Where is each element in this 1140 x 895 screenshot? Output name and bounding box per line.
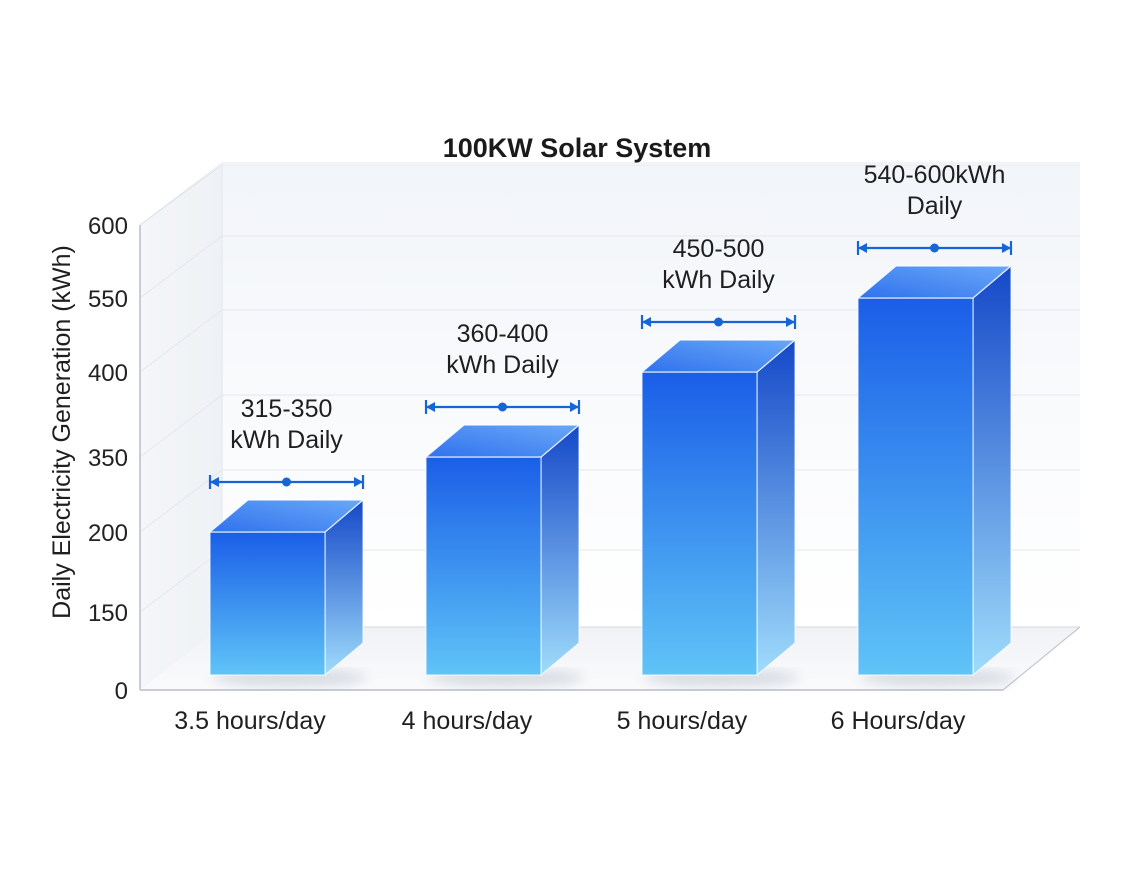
y-tick-label: 550 — [88, 286, 128, 313]
y-tick-label: 200 — [88, 520, 128, 547]
range-dot — [714, 317, 723, 327]
range-dot — [282, 477, 291, 487]
range-dot — [498, 402, 507, 412]
x-tick-labels: 3.5 hours/day 4 hours/day 5 hours/day 6 Hou… — [174, 707, 966, 735]
range-arrow — [1002, 243, 1011, 253]
y-tick-label: 600 — [88, 213, 128, 240]
range-arrow — [786, 317, 795, 327]
side-gridline — [139, 309, 223, 373]
data-label: kWh Daily — [446, 351, 559, 379]
bar-top-face — [856, 265, 1013, 299]
x-tick-label: 5 hours/day — [617, 707, 748, 735]
range-marker — [640, 315, 797, 329]
x-tick-label: 3.5 hours/day — [174, 707, 326, 735]
bar-front-face — [857, 297, 974, 676]
range-marker — [424, 400, 581, 414]
side-gridline — [139, 235, 223, 299]
y-tick-label: 150 — [88, 600, 128, 627]
y-tick-label: 0 — [115, 678, 128, 705]
range-arrow — [354, 477, 363, 487]
range-dot — [930, 243, 939, 253]
bar: 315-350 kWh Daily — [208, 395, 368, 687]
bar-side-face — [540, 423, 580, 677]
y-axis-label: Daily Electricity Generation (kWh) — [48, 245, 76, 619]
bar-front-face — [641, 371, 758, 676]
range-arrow — [426, 402, 435, 412]
data-label: 315-350 — [241, 395, 333, 423]
side-gridline — [139, 394, 223, 458]
bar: 360-400 kWh Daily — [424, 320, 584, 687]
y-tick-label: 350 — [88, 445, 128, 472]
bar-top-face — [208, 499, 365, 533]
bar-side-face — [756, 338, 796, 677]
bar-front-face — [209, 531, 326, 676]
side-gridline — [139, 469, 223, 533]
bars: 315-350 kWh Daily 360-400 kWh Daily 450-500 k… — [208, 161, 1016, 687]
data-label: kWh Daily — [662, 266, 775, 294]
range-arrow — [858, 243, 867, 253]
side-gridline — [139, 549, 223, 613]
y-tick-label: 400 — [88, 360, 128, 387]
range-arrow — [642, 317, 651, 327]
data-label: 360-400 — [457, 320, 549, 348]
bar-front-face — [425, 456, 542, 676]
bar-top-face — [424, 424, 581, 458]
x-tick-label: 6 Hours/day — [831, 707, 966, 735]
range-marker — [856, 241, 1013, 255]
floor — [140, 627, 1080, 690]
x-tick-label: 4 hours/day — [402, 707, 533, 735]
side-top-edge — [139, 164, 223, 226]
floor-right-edge — [1002, 626, 1081, 691]
range-arrow — [570, 402, 579, 412]
data-label: 540-600kWh — [864, 161, 1006, 189]
bar: 540-600kWh Daily — [856, 161, 1016, 687]
data-label: kWh Daily — [230, 426, 343, 454]
data-label: Daily — [907, 192, 963, 220]
y-tick-labels: 0 150 200 350 400 550 600 — [88, 213, 128, 705]
range-arrow — [210, 477, 219, 487]
range-marker — [208, 475, 365, 489]
bar-side-face — [972, 264, 1012, 677]
chart-title: 100KW Solar System — [443, 133, 712, 163]
data-label: 450-500 — [673, 235, 765, 263]
bar: 450-500 kWh Daily — [640, 235, 800, 687]
side-wall — [140, 165, 222, 690]
bar-top-face — [640, 339, 797, 373]
